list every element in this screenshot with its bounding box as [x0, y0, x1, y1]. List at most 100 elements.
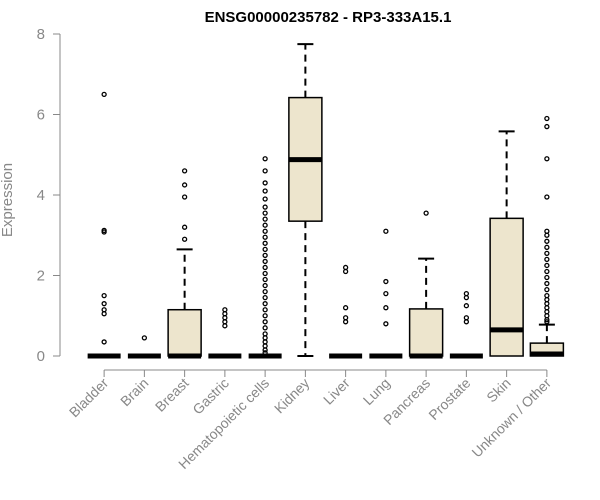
x-tick-label: Breast	[152, 375, 192, 415]
outlier-point	[342, 319, 349, 325]
outlier-point	[544, 250, 550, 257]
outlier-point	[463, 319, 470, 325]
outlier-point	[262, 240, 268, 246]
y-tick-label: 2	[37, 268, 45, 285]
x-tick-label: Kidney	[271, 375, 313, 417]
outlier-point	[181, 168, 188, 174]
outlier-point	[262, 246, 268, 252]
outlier-point	[181, 182, 188, 188]
outlier-point	[101, 292, 107, 299]
box-group	[87, 91, 121, 359]
outlier-point	[181, 236, 188, 242]
box-iqr	[167, 308, 202, 357]
y-tick-label: 6	[37, 107, 45, 124]
outlier-point	[262, 210, 268, 216]
outlier-point	[262, 347, 268, 353]
x-tick-label: Liver	[320, 375, 353, 408]
outlier-point	[463, 294, 470, 301]
outlier-point	[544, 274, 550, 281]
outlier-point	[101, 91, 107, 98]
box-iqr	[489, 217, 524, 357]
outlier-point	[544, 268, 550, 275]
outlier-point	[262, 168, 268, 174]
outlier-point	[262, 301, 268, 307]
outlier-point	[342, 268, 349, 275]
outlier-point	[262, 222, 268, 228]
outlier-point	[544, 317, 550, 323]
box-group	[449, 290, 483, 359]
y-tick-label: 8	[37, 26, 45, 43]
outlier-point	[101, 339, 107, 345]
outlier-point	[463, 303, 470, 309]
outlier-point	[181, 224, 188, 230]
box-group	[288, 43, 323, 357]
outlier-point	[383, 278, 389, 285]
outlier-point	[222, 323, 228, 329]
outlier-point	[544, 256, 550, 263]
box-group	[208, 307, 242, 359]
box-group	[248, 156, 282, 359]
chart-title: ENSG00000235782 - RP3-333A15.1	[205, 9, 452, 26]
outlier-point	[262, 252, 268, 259]
outlier-point	[544, 262, 550, 269]
outlier-point	[262, 350, 268, 356]
box-iqr	[408, 308, 444, 357]
outlier-point	[383, 321, 389, 327]
outlier-point	[262, 307, 268, 313]
box-group	[329, 264, 363, 359]
box-group	[127, 335, 161, 359]
outlier-point	[262, 325, 268, 331]
y-axis-label: Expression	[0, 163, 16, 237]
outlier-point	[181, 194, 188, 200]
x-tick-label: Bladder	[66, 375, 112, 421]
outlier-point	[262, 276, 268, 283]
outlier-point	[262, 319, 268, 325]
outlier-point	[262, 288, 268, 295]
outlier-point	[141, 335, 148, 341]
outlier-point	[262, 264, 268, 271]
outlier-point	[544, 194, 550, 200]
x-tick-label: Lung	[360, 375, 393, 408]
outlier-point	[544, 115, 550, 122]
outlier-point	[262, 180, 268, 186]
outlier-point	[262, 313, 268, 319]
box-group	[369, 228, 403, 359]
outlier-point	[383, 290, 389, 297]
x-tick-label: Skin	[483, 375, 514, 406]
outlier-point	[262, 282, 268, 289]
outlier-point	[262, 228, 268, 234]
y-tick-label: 0	[37, 348, 45, 365]
box-group	[167, 168, 202, 359]
outlier-point	[101, 301, 107, 307]
outlier-point	[383, 228, 389, 234]
outlier-point	[101, 229, 107, 235]
outlier-point	[544, 319, 550, 325]
outlier-point	[262, 294, 268, 301]
outlier-point	[544, 280, 550, 287]
box-group	[408, 210, 444, 359]
outlier-point	[262, 188, 268, 194]
box-group	[529, 115, 565, 357]
outlier-point	[262, 234, 268, 240]
outlier-point	[262, 204, 268, 210]
plot-area	[87, 43, 565, 359]
outlier-point	[262, 216, 268, 222]
outlier-point	[544, 156, 550, 162]
outlier-point	[342, 305, 349, 311]
outlier-point	[544, 232, 550, 238]
outlier-point	[262, 156, 268, 162]
outlier-point	[383, 305, 389, 311]
outlier-point	[544, 244, 550, 250]
y-tick-label: 4	[37, 187, 45, 204]
outlier-point	[262, 258, 268, 265]
outlier-point	[101, 311, 107, 317]
outlier-point	[423, 210, 429, 216]
box-group	[489, 130, 524, 357]
x-tick-label: Brain	[117, 375, 151, 409]
outlier-point	[544, 123, 550, 130]
x-tick-label: Prostate	[425, 375, 473, 423]
outlier-point	[544, 238, 550, 244]
outlier-point	[262, 196, 268, 202]
